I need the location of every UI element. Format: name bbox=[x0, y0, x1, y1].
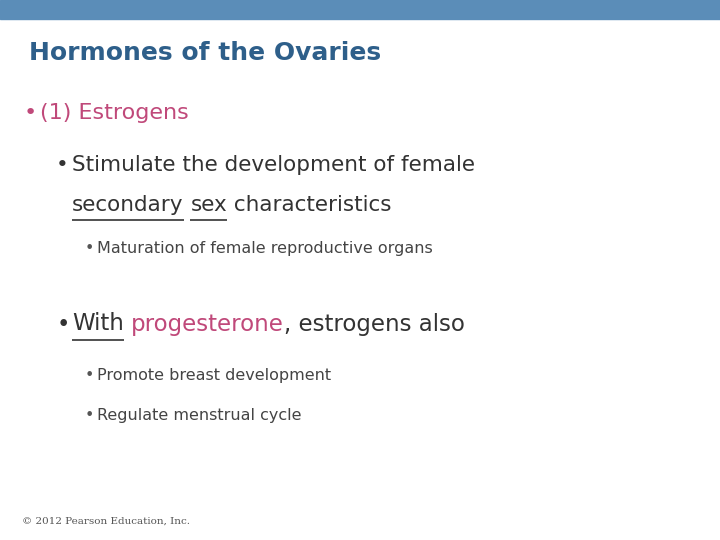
Text: characteristics: characteristics bbox=[227, 195, 392, 215]
Text: progesterone: progesterone bbox=[131, 313, 284, 335]
Text: With: With bbox=[72, 313, 124, 335]
Text: Maturation of female reproductive organs: Maturation of female reproductive organs bbox=[97, 241, 433, 256]
Text: (1) Estrogens: (1) Estrogens bbox=[40, 103, 189, 124]
Text: •: • bbox=[56, 313, 70, 335]
Text: secondary: secondary bbox=[72, 195, 184, 215]
Text: •: • bbox=[56, 154, 69, 175]
Text: Stimulate the development of female: Stimulate the development of female bbox=[72, 154, 475, 175]
Bar bbox=[0, 0, 720, 19]
Text: Hormones of the Ovaries: Hormones of the Ovaries bbox=[29, 40, 381, 64]
Text: •: • bbox=[84, 408, 94, 423]
Text: •: • bbox=[24, 103, 37, 124]
Text: sex: sex bbox=[190, 195, 227, 215]
Text: © 2012 Pearson Education, Inc.: © 2012 Pearson Education, Inc. bbox=[22, 517, 189, 525]
Text: •: • bbox=[84, 241, 94, 256]
Text: Promote breast development: Promote breast development bbox=[97, 368, 331, 383]
Text: , estrogens also: , estrogens also bbox=[284, 313, 465, 335]
Text: •: • bbox=[84, 368, 94, 383]
Text: Regulate menstrual cycle: Regulate menstrual cycle bbox=[97, 408, 302, 423]
